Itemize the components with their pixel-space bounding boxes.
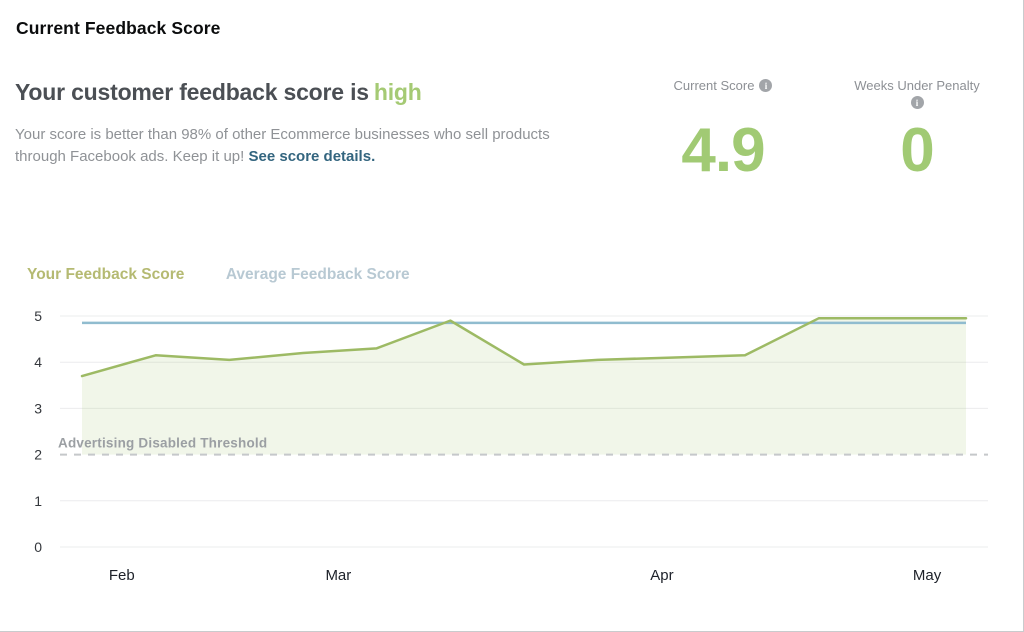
- y-tick-label: 4: [34, 354, 42, 370]
- y-tick-label: 3: [34, 400, 42, 416]
- x-tick-label: Mar: [325, 567, 351, 584]
- y-tick-label: 5: [34, 308, 42, 324]
- y-tick-label: 2: [34, 447, 42, 463]
- chart-legend: Your Feedback Score Average Feedback Sco…: [27, 266, 410, 284]
- score-description: Your score is better than 98% of other E…: [15, 124, 580, 167]
- score-description-text: Your score is better than 98% of other E…: [15, 126, 550, 165]
- x-tick-label: Feb: [109, 567, 135, 584]
- legend-your-feedback-score[interactable]: Your Feedback Score: [27, 266, 185, 283]
- current-score-label: Current Score: [673, 78, 755, 93]
- see-score-details-link[interactable]: See score details.: [248, 147, 376, 165]
- weeks-under-penalty-label: Weeks Under Penalty: [854, 78, 980, 93]
- y-tick-label: 0: [34, 539, 42, 555]
- info-icon[interactable]: i: [759, 79, 773, 92]
- your-score-line: [80, 317, 968, 378]
- page-title: Current Feedback Score: [16, 18, 221, 38]
- current-score-value: 4.9: [681, 116, 765, 185]
- x-tick-label: May: [913, 567, 942, 584]
- weeks-under-penalty-stat: Weeks Under Penalty i 0: [836, 78, 998, 182]
- threshold-label: Advertising Disabled Threshold: [58, 436, 267, 451]
- score-status-label: high: [373, 79, 422, 105]
- feedback-score-chart: 5 4 3 2 1 0 Advertising Disabled Threshold Feb M…: [34, 308, 988, 584]
- score-area-fill: [82, 318, 966, 455]
- current-score-stat: Current Score i 4.9: [648, 78, 798, 182]
- y-tick-label: 1: [34, 493, 42, 509]
- info-icon[interactable]: i: [910, 96, 924, 109]
- score-heading: Your customer feedback score is high: [15, 79, 422, 106]
- score-heading-text: Your customer feedback score is: [15, 79, 369, 105]
- legend-average-feedback-score[interactable]: Average Feedback Score: [225, 266, 410, 283]
- weeks-under-penalty-value: 0: [900, 116, 934, 185]
- x-tick-label: Apr: [650, 567, 673, 584]
